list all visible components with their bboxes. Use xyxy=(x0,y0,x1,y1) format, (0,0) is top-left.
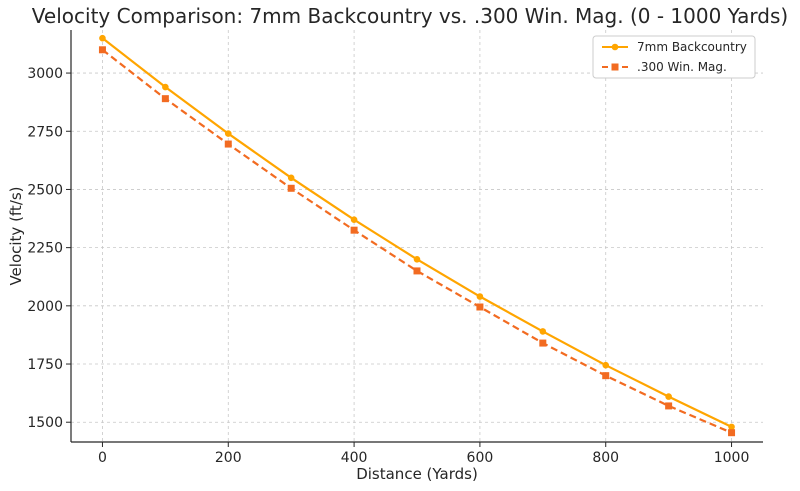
data-point-300-win-mag xyxy=(665,402,672,409)
data-point-7mm-backcountry xyxy=(728,424,735,431)
y-axis-label: Velocity (ft/s) xyxy=(7,186,25,285)
data-point-7mm-backcountry xyxy=(602,362,609,369)
y-tick-label: 2500 xyxy=(27,182,63,198)
axes xyxy=(71,30,763,442)
y-tick-label: 2000 xyxy=(27,299,63,315)
y-tick-label: 2750 xyxy=(27,124,63,140)
data-point-300-win-mag xyxy=(351,227,358,234)
x-tick-label: 1000 xyxy=(714,450,750,466)
y-tick-label: 1500 xyxy=(27,415,63,431)
data-point-7mm-backcountry xyxy=(477,293,484,300)
data-point-300-win-mag xyxy=(602,372,609,379)
data-point-300-win-mag xyxy=(476,303,483,310)
data-point-7mm-backcountry xyxy=(414,256,421,263)
data-point-7mm-backcountry xyxy=(288,175,295,182)
y-tick-label: 3000 xyxy=(27,66,63,82)
y-tick-label: 1750 xyxy=(27,357,63,373)
data-point-300-win-mag xyxy=(414,267,421,274)
data-point-300-win-mag xyxy=(288,185,295,192)
legend: 7mm Backcountry .300 Win. Mag. xyxy=(593,36,755,78)
data-point-7mm-backcountry xyxy=(351,216,358,223)
y-ticks: 1500 1750 2000 2250 2500 2750 3000 xyxy=(27,66,71,431)
y-tick-label: 2250 xyxy=(27,241,63,257)
legend-label-300-win-mag: .300 Win. Mag. xyxy=(637,60,727,74)
x-tick-label: 600 xyxy=(467,450,494,466)
series-line-7mm-backcountry xyxy=(102,38,731,427)
series-300-win-mag xyxy=(99,46,735,436)
data-point-7mm-backcountry xyxy=(225,130,232,137)
data-point-300-win-mag xyxy=(728,429,735,436)
chart-title: Velocity Comparison: 7mm Backcountry vs.… xyxy=(32,4,788,28)
legend-label-7mm-backcountry: 7mm Backcountry xyxy=(637,40,747,54)
data-point-300-win-mag xyxy=(225,141,232,148)
data-point-7mm-backcountry xyxy=(99,35,106,42)
velocity-chart: Velocity Comparison: 7mm Backcountry vs.… xyxy=(0,0,800,491)
series-layer xyxy=(99,35,735,436)
x-tick-label: 200 xyxy=(215,450,242,466)
data-point-7mm-backcountry xyxy=(665,393,672,400)
x-tick-label: 0 xyxy=(98,450,107,466)
data-point-7mm-backcountry xyxy=(162,84,169,91)
data-point-300-win-mag xyxy=(99,46,106,53)
series-7mm-backcountry xyxy=(99,35,735,430)
x-axis-label: Distance (Yards) xyxy=(356,465,478,483)
series-line-300-win-mag xyxy=(102,50,731,433)
data-point-7mm-backcountry xyxy=(540,328,547,335)
data-point-300-win-mag xyxy=(539,340,546,347)
x-ticks: 0 200 400 600 800 1000 xyxy=(98,442,749,466)
data-point-300-win-mag xyxy=(162,95,169,102)
legend-marker-7mm-backcountry xyxy=(612,44,619,51)
legend-marker-300-win-mag xyxy=(612,64,619,71)
x-tick-label: 400 xyxy=(341,450,368,466)
grid-lines xyxy=(71,30,763,442)
x-tick-label: 800 xyxy=(592,450,619,466)
